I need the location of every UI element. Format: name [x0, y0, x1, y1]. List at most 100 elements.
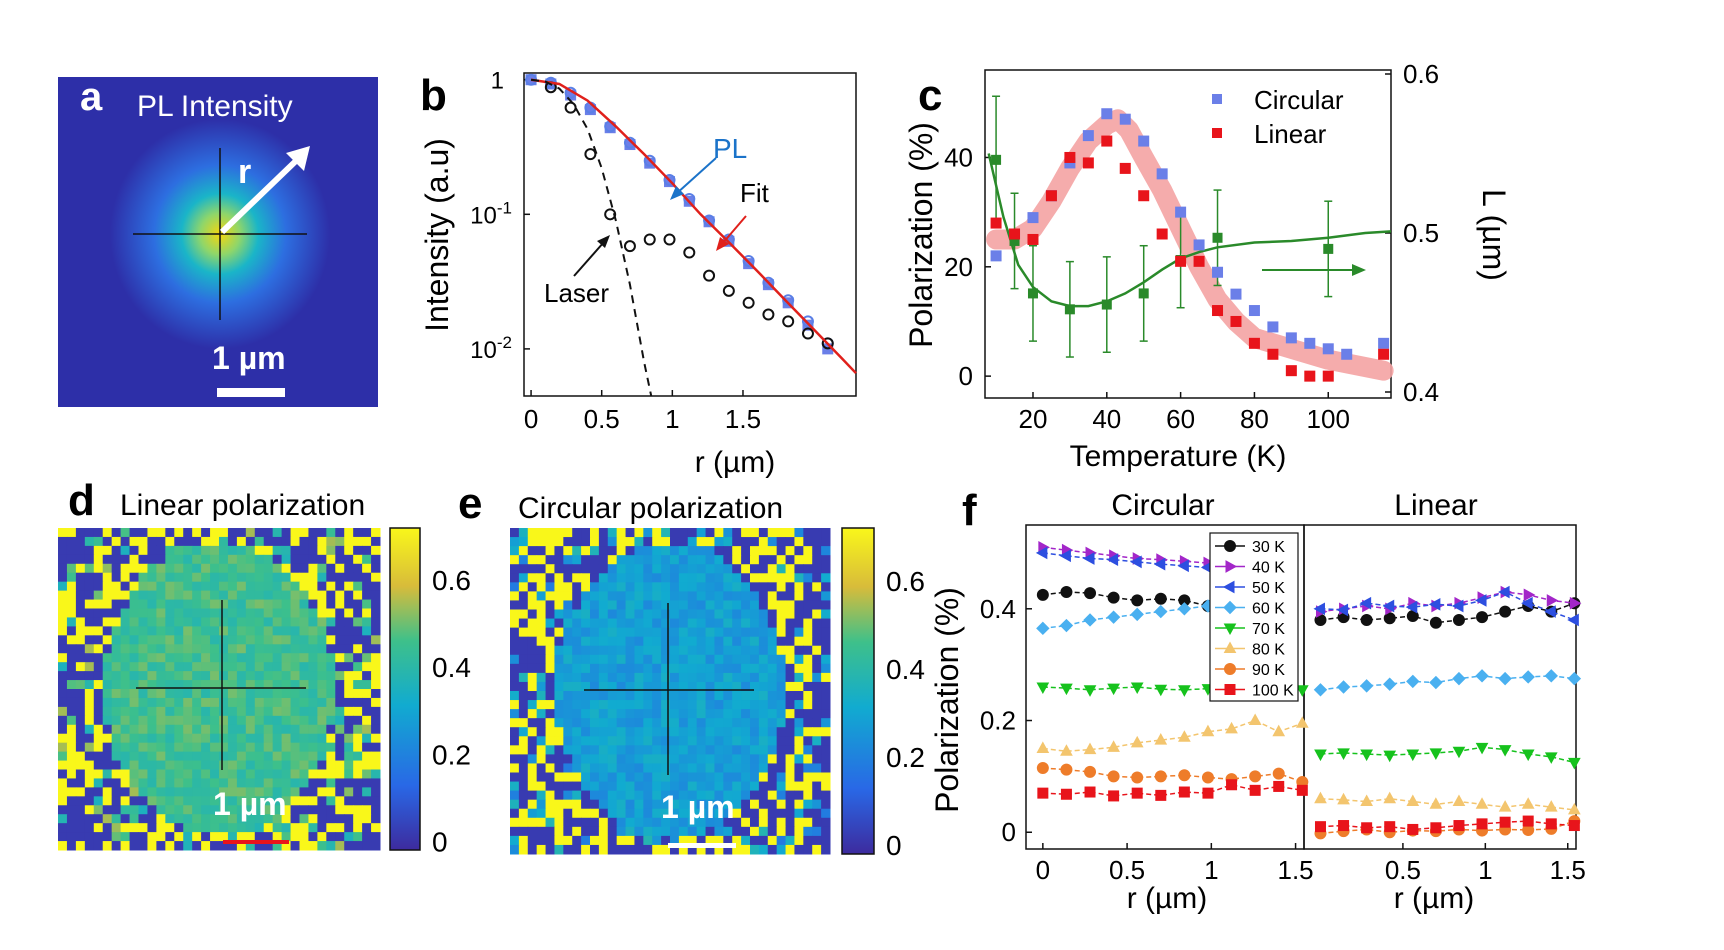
heatmap-cell: [58, 814, 68, 824]
heatmap-cell: [362, 832, 372, 842]
heatmap-cell: [581, 555, 591, 565]
heatmap-cell: [371, 563, 381, 574]
heatmap-cell: [165, 617, 175, 627]
heatmap-cell: [634, 582, 644, 592]
heatmap-cell: [236, 787, 247, 797]
heatmap-cell: [308, 805, 318, 815]
heatmap-cell: [147, 769, 157, 779]
heatmap-cell: [723, 663, 733, 674]
heatmap-cell: [93, 572, 104, 583]
heatmap-cell: [362, 724, 372, 735]
heatmap-cell: [219, 662, 229, 672]
heatmap-cell: [572, 781, 582, 792]
heatmap-cell: [643, 627, 653, 638]
heatmap-cell: [156, 769, 166, 779]
heatmap-cell: [536, 636, 547, 647]
heatmap-cell: [102, 536, 113, 547]
heatmap-cell: [201, 590, 211, 601]
heatmap-cell: [156, 563, 166, 574]
heatmap-cell: [510, 835, 520, 846]
heatmap-cell: [227, 724, 238, 735]
heatmap-cell: [75, 832, 86, 842]
heatmap-cell: [687, 546, 698, 556]
heatmap-cell: [299, 617, 309, 627]
heatmap-cell: [183, 554, 193, 565]
colorbar-tick-label: 0: [432, 826, 448, 857]
heatmap-cell: [371, 796, 381, 806]
heatmap-cell: [776, 573, 787, 583]
heatmap-cell: [581, 781, 591, 792]
f-xtick-label: 1.5: [1550, 855, 1586, 885]
heatmap-cell: [371, 599, 381, 609]
heatmap-cell: [696, 555, 707, 565]
heatmap-cell: [616, 627, 627, 638]
heatmap-cell: [732, 573, 742, 583]
heatmap-cell: [607, 582, 618, 592]
f-line: [1320, 746, 1575, 764]
heatmap-cell: [272, 814, 283, 824]
heatmap-cell: [687, 555, 698, 565]
b-point-open: [643, 233, 656, 246]
heatmap-cell: [732, 826, 742, 837]
heatmap-cell: [670, 564, 680, 574]
heatmap-cell: [821, 672, 831, 683]
f-point: [1546, 594, 1559, 607]
heatmap-cell: [767, 528, 778, 538]
heatmap-cell: [590, 627, 600, 638]
heatmap-cell: [527, 844, 538, 855]
f-point: [1295, 685, 1309, 697]
heatmap-cell: [758, 672, 769, 683]
heatmap-cell: [821, 609, 831, 620]
heatmap-cell: [741, 835, 751, 846]
heatmap-cell: [741, 636, 751, 647]
heatmap-cell: [156, 653, 166, 663]
heatmap-cell: [510, 826, 520, 837]
heatmap-cell: [165, 671, 175, 681]
heatmap-cell: [165, 653, 175, 663]
heatmap-cell: [527, 799, 538, 810]
heatmap-cell: [344, 536, 354, 547]
heatmap-cell: [714, 582, 724, 592]
heatmap-cell: [84, 706, 95, 717]
heatmap-cell: [652, 537, 662, 547]
linear-polarization-map: [58, 528, 381, 851]
colorbar-d-ticks: 0.60.40.20: [432, 565, 471, 857]
f-legend-label: 90 K: [1252, 662, 1285, 679]
panel-a: r PL Intensity a 1 µm: [58, 75, 378, 407]
heatmap-cell: [696, 727, 707, 737]
heatmap-cell: [607, 573, 618, 583]
heatmap-cell: [58, 796, 68, 806]
heatmap-cell: [794, 754, 804, 764]
heatmap-cell: [696, 808, 707, 819]
heatmap-cell: [174, 671, 184, 681]
heatmap-cell: [290, 769, 300, 779]
heatmap-cell: [625, 799, 635, 810]
heatmap-cell: [102, 572, 113, 583]
heatmap-cell: [263, 590, 274, 601]
heatmap-cell: [308, 635, 318, 645]
heatmap-cell: [590, 817, 600, 828]
heatmap-cell: [785, 772, 795, 783]
heatmap-cell: [598, 537, 609, 547]
heatmap-cell: [794, 564, 804, 574]
heatmap-cell: [776, 537, 787, 547]
heatmap-cell: [678, 709, 689, 719]
panel-d-title: Linear polarization: [120, 489, 365, 522]
heatmap-cell: [536, 826, 547, 837]
heatmap-cell: [821, 772, 831, 783]
panel-a-title: PL Intensity: [137, 90, 293, 123]
legend-circular-label: Circular: [1254, 85, 1344, 115]
heatmap-cell: [317, 608, 327, 618]
heatmap-cell: [625, 781, 635, 792]
heatmap-cell: [201, 644, 211, 654]
heatmap-cell: [66, 617, 77, 627]
heatmap-cell: [634, 700, 644, 710]
heatmap-cell: [335, 528, 345, 538]
heatmap-cell: [326, 599, 336, 609]
heatmap-cell: [326, 572, 336, 583]
heatmap-cell: [714, 745, 724, 755]
heatmap-cell: [581, 609, 591, 620]
heatmap-cell: [572, 772, 582, 783]
f-point: [1201, 724, 1215, 737]
heatmap-cell: [111, 823, 122, 833]
